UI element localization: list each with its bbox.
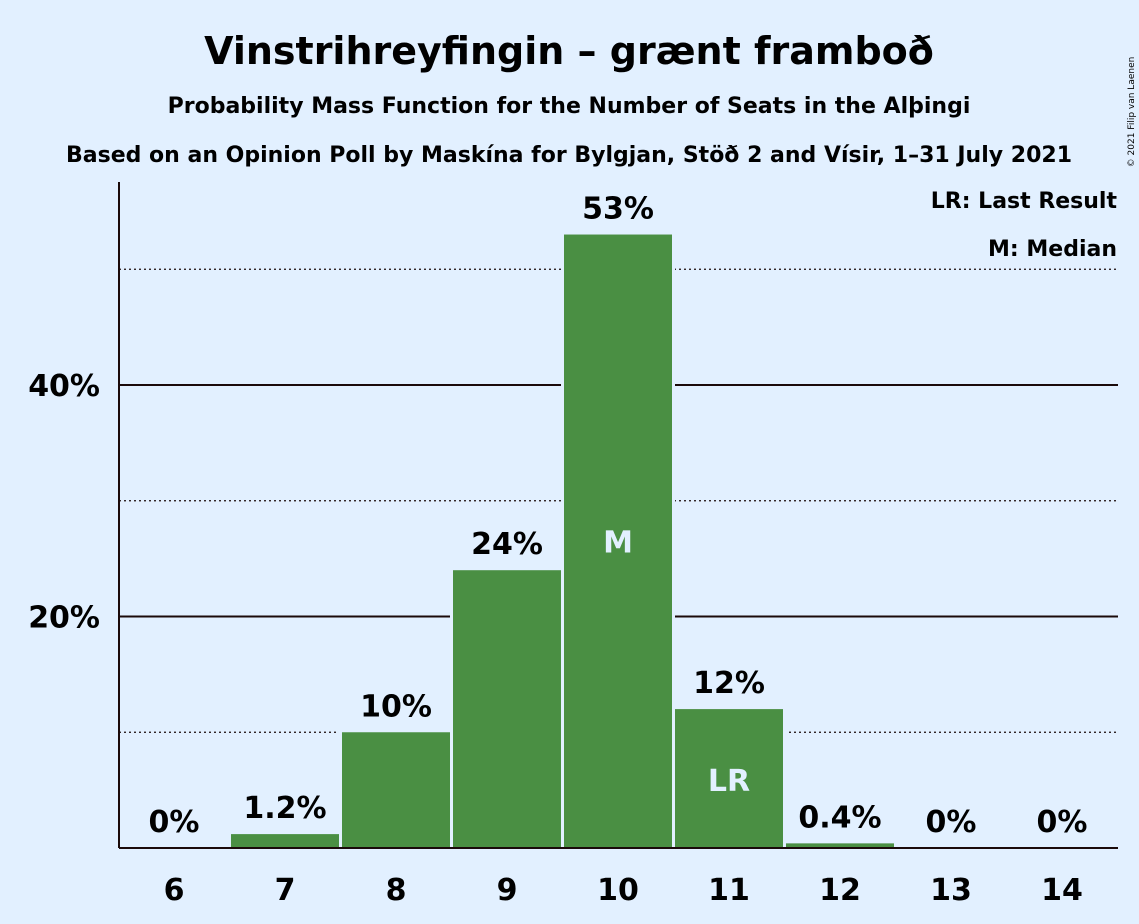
x-tick-label-11: 11 [708, 873, 750, 908]
copyright-notice: © 2021 Filip van Laenen [1127, 57, 1137, 168]
data-label-13: 0% [926, 805, 977, 840]
x-tick-label-13: 13 [930, 873, 972, 908]
bars [228, 231, 897, 848]
data-label-6: 0% [149, 805, 200, 840]
x-tick-label-7: 7 [275, 873, 296, 908]
legend-entry: LR: Last Result [931, 189, 1118, 214]
chart-subtitle: Probability Mass Function for the Number… [168, 94, 971, 119]
bar-8 [342, 732, 450, 848]
data-label-12: 0.4% [798, 800, 881, 835]
bar-11 [675, 709, 783, 848]
bar-10 [564, 234, 672, 848]
legend-entry: M: Median [988, 237, 1117, 262]
data-label-8: 10% [360, 689, 432, 724]
data-label-14: 0% [1037, 805, 1088, 840]
bar-mark-m: M [603, 526, 633, 561]
x-tick-label-12: 12 [819, 873, 861, 908]
axes: 20% 40% 6 7 8 9 10 11 12 13 14 [28, 182, 1118, 908]
data-label-9: 24% [471, 527, 543, 562]
x-tick-label-14: 14 [1041, 873, 1083, 908]
chart-subtitle-source: Based on an Opinion Poll by Maskína for … [66, 143, 1072, 168]
legend: LR: Last Result M: Median [931, 189, 1118, 262]
y-tick-label: 40% [28, 369, 100, 404]
data-label-11: 12% [693, 666, 765, 701]
x-tick-label-10: 10 [597, 873, 639, 908]
x-tick-label-9: 9 [497, 873, 518, 908]
data-label-7: 1.2% [243, 791, 326, 826]
chart-title: Vinstrihreyfingin – grænt framboð [204, 29, 934, 73]
bar-9 [453, 570, 561, 848]
data-label-10: 53% [582, 192, 654, 227]
bar-mark-lr: LR [708, 764, 750, 799]
bar-12 [786, 843, 894, 848]
y-tick-label: 20% [28, 601, 100, 636]
x-tick-label-6: 6 [164, 873, 185, 908]
x-tick-label-8: 8 [386, 873, 407, 908]
bar-7 [231, 834, 339, 848]
data-labels: 0% 1.2% 10% 24% 53% M 12% LR 0.4% 0% 0% [149, 192, 1088, 840]
